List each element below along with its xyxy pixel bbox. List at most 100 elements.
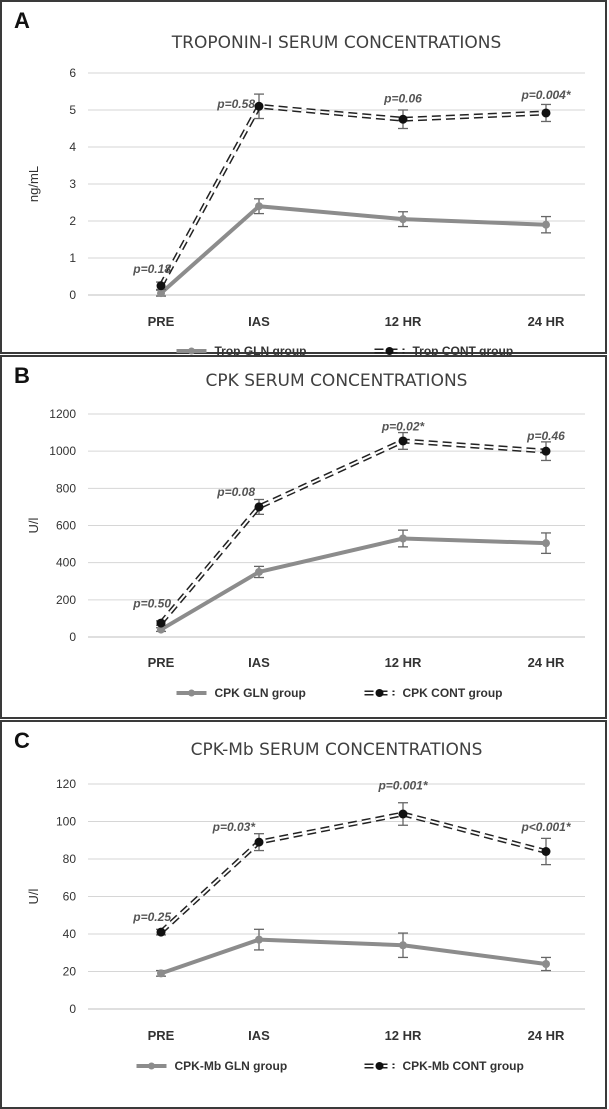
data-point bbox=[541, 446, 551, 456]
x-tick-label: 12 HR bbox=[385, 655, 422, 670]
data-point bbox=[542, 220, 550, 229]
data-point bbox=[542, 539, 550, 548]
chart-title: CPK SERUM CONCENTRATIONS bbox=[206, 371, 468, 391]
series-line bbox=[159, 536, 547, 632]
y-tick-label: 3 bbox=[69, 177, 76, 191]
series-line-inner bbox=[160, 813, 547, 933]
legend-label-cont: CPK-Mb CONT group bbox=[403, 1059, 524, 1073]
data-point bbox=[156, 618, 166, 628]
x-tick-label: 24 HR bbox=[528, 1028, 565, 1043]
y-tick-label: 1000 bbox=[49, 444, 76, 458]
legend: CPK-Mb GLN group CPK-Mb CONT group bbox=[136, 1059, 524, 1073]
x-tick-label: 12 HR bbox=[385, 1028, 422, 1043]
data-point bbox=[254, 101, 264, 111]
series-cont bbox=[156, 93, 551, 291]
p-value-annotation: p<0.001* bbox=[520, 820, 571, 834]
data-point bbox=[542, 960, 550, 968]
p-value-annotation: p=0.08 bbox=[216, 485, 255, 499]
y-tick-label: 40 bbox=[63, 927, 77, 941]
y-axis-label: U/l bbox=[26, 517, 41, 533]
y-tick-label: 60 bbox=[63, 890, 77, 904]
legend-label-gln: CPK-Mb GLN group bbox=[175, 1059, 288, 1073]
legend-marker-cont bbox=[375, 689, 384, 697]
data-point bbox=[157, 969, 165, 978]
legend-marker-gln bbox=[188, 689, 195, 697]
y-tick-label: 2 bbox=[69, 214, 76, 228]
x-tick-label: PRE bbox=[148, 1028, 175, 1043]
x-tick-label: IAS bbox=[248, 314, 270, 329]
data-point bbox=[254, 837, 264, 847]
y-tick-label: 5 bbox=[69, 103, 76, 117]
legend: Trop GLN group Trop CONT group bbox=[176, 344, 513, 358]
series-line bbox=[159, 204, 547, 295]
y-tick-label: 200 bbox=[56, 593, 76, 607]
series-line bbox=[160, 937, 547, 976]
p-value-annotation: p=0.46 bbox=[526, 429, 565, 443]
legend-marker-cont bbox=[375, 1062, 384, 1070]
series-gln bbox=[156, 529, 551, 634]
data-point bbox=[157, 289, 165, 298]
y-tick-label: 600 bbox=[56, 519, 76, 533]
legend-label-gln: Trop GLN group bbox=[215, 344, 307, 358]
data-point bbox=[398, 114, 408, 124]
series-cont bbox=[156, 802, 551, 937]
data-point bbox=[541, 108, 551, 118]
legend-label-cont: CPK CONT group bbox=[403, 686, 503, 700]
legend-marker-cont bbox=[385, 347, 394, 355]
p-value-annotation: p=0.004* bbox=[520, 88, 571, 102]
panel-label: A bbox=[14, 8, 30, 33]
panel-frame bbox=[0, 720, 607, 1109]
y-tick-label: 1 bbox=[69, 251, 76, 265]
legend-marker-gln bbox=[148, 1062, 155, 1070]
p-value-annotation: p=0.06 bbox=[383, 92, 422, 106]
p-value-annotation: p=0.25 bbox=[132, 910, 171, 924]
y-tick-label: 0 bbox=[69, 630, 76, 644]
legend-label-gln: CPK GLN group bbox=[215, 686, 306, 700]
y-axis-label: U/l bbox=[26, 888, 41, 904]
series-line-inner bbox=[160, 105, 547, 287]
data-point bbox=[157, 625, 165, 634]
data-point bbox=[156, 281, 166, 291]
y-tick-label: 0 bbox=[69, 288, 76, 302]
p-value-annotation: p=0.03* bbox=[212, 820, 257, 834]
x-tick-label: PRE bbox=[148, 655, 175, 670]
data-point bbox=[254, 502, 264, 512]
data-point bbox=[255, 567, 263, 576]
y-tick-label: 120 bbox=[56, 777, 76, 791]
y-tick-label: 6 bbox=[69, 66, 76, 80]
chart-title: TROPONIN-I SERUM CONCENTRATIONS bbox=[171, 33, 501, 53]
data-point bbox=[255, 202, 263, 211]
p-value-annotation: p=0.001* bbox=[377, 779, 428, 793]
data-point bbox=[541, 847, 551, 856]
y-axis-label: ng/mL bbox=[26, 166, 41, 202]
y-tick-label: 100 bbox=[56, 815, 76, 829]
series-line-inner bbox=[160, 439, 547, 624]
y-tick-label: 4 bbox=[69, 140, 76, 154]
x-tick-label: IAS bbox=[248, 655, 270, 670]
panel-label: B bbox=[14, 363, 30, 388]
y-tick-label: 0 bbox=[69, 1002, 76, 1016]
data-point bbox=[399, 941, 407, 950]
y-tick-label: 1200 bbox=[49, 407, 76, 421]
data-point bbox=[399, 534, 407, 543]
panel-label: C bbox=[14, 728, 30, 753]
legend: CPK GLN group CPK CONT group bbox=[176, 686, 503, 700]
x-tick-label: IAS bbox=[248, 1028, 270, 1043]
y-tick-label: 800 bbox=[56, 481, 76, 495]
data-point bbox=[399, 215, 407, 224]
data-point bbox=[156, 927, 166, 937]
panel-a: A TROPONIN-I SERUM CONCENTRATIONS 0 1 2 3 4 5 6 n… bbox=[0, 0, 607, 358]
p-value-annotation: p=0.02* bbox=[381, 420, 426, 434]
chart-title: CPK-Mb SERUM CONCENTRATIONS bbox=[191, 740, 483, 760]
x-tick-label: 24 HR bbox=[528, 314, 565, 329]
series-cont bbox=[156, 431, 551, 628]
data-point bbox=[398, 436, 408, 446]
y-tick-label: 80 bbox=[63, 852, 77, 866]
y-tick-label: 400 bbox=[56, 556, 76, 570]
p-value-annotation: p=0.18 bbox=[132, 262, 171, 276]
data-point bbox=[398, 809, 408, 819]
x-tick-label: PRE bbox=[148, 314, 175, 329]
panel-frame bbox=[0, 0, 607, 354]
p-value-annotation: p=0.58 bbox=[216, 97, 255, 111]
